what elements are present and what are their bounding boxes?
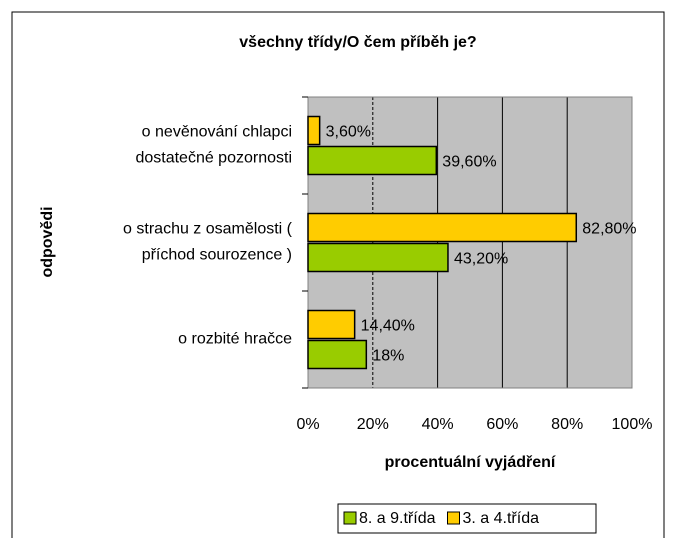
bar: [307, 309, 356, 340]
legend-box: [337, 503, 597, 534]
bar: [307, 115, 321, 146]
value-label: 3,60%: [326, 124, 371, 141]
value-label: 43,20%: [454, 251, 508, 268]
value-label: 39,60%: [442, 154, 496, 171]
legend-swatch: [447, 511, 460, 525]
bar: [307, 212, 578, 243]
y-tick-label: o nevěnování chlapci: [142, 124, 292, 141]
legend-label: 8. a 9.třída: [359, 510, 436, 527]
chart-border: [11, 11, 665, 538]
y-axis-label: odpovědi: [39, 206, 56, 277]
y-tick-label: o strachu z osamělosti (: [123, 221, 293, 238]
bar: [307, 145, 438, 176]
x-tick-label: 0%: [296, 416, 319, 433]
bar: [307, 242, 449, 273]
x-tick-label: 40%: [422, 416, 454, 433]
legend-label: 3. a 4.třída: [463, 510, 540, 527]
y-tick-label: dostatečné pozornosti: [135, 150, 292, 167]
chart-title: všechny třídy/O čem příběh je?: [239, 34, 476, 51]
plot-border: [307, 96, 633, 389]
bar: [307, 339, 368, 370]
x-axis-label: procentuální vyjádření: [385, 454, 556, 471]
y-tick-label: příchod sourozence ): [142, 247, 292, 264]
legend-swatch: [343, 511, 357, 525]
plot-area: [308, 97, 632, 388]
value-label: 14,40%: [361, 318, 415, 335]
x-tick-label: 80%: [551, 416, 583, 433]
y-tick-label: o rozbité hračce: [178, 331, 292, 348]
value-label: 18%: [372, 348, 404, 365]
x-tick-label: 60%: [486, 416, 518, 433]
value-label: 82,80%: [582, 221, 636, 238]
x-tick-label: 20%: [357, 416, 389, 433]
x-tick-label: 100%: [612, 416, 653, 433]
